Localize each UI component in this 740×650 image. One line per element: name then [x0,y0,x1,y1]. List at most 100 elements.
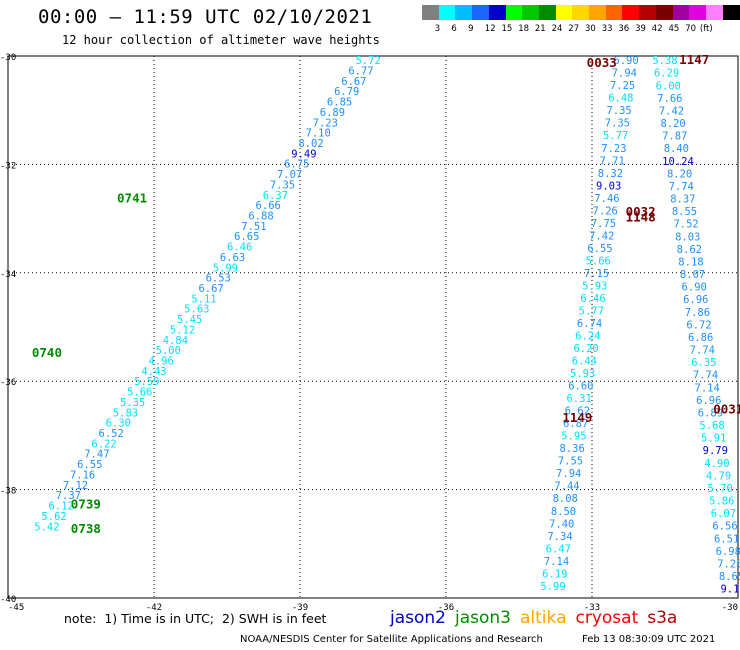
track-east-value: 8.65 [719,571,740,583]
y-tick-label: -40 [0,595,16,605]
track-mid-value: 7.23 [601,143,626,155]
color-scale-tick: 27 [568,24,580,34]
track-mid-value: 5.77 [579,305,604,317]
page-title: 00:00 – 11:59 UTC 02/10/2021 [38,6,373,28]
track-west-value: 7.12 [63,480,88,492]
x-tick-label: -42 [146,603,162,613]
color-swatch [605,5,623,20]
color-swatch [438,5,456,20]
pass-time-label: 0740 [32,345,62,360]
track-west-value: 6.67 [198,283,223,295]
satellite-legend: jason2 jason3 altika cryosat s3a [390,608,686,628]
track-west-value: 4.84 [163,335,188,347]
track-mid-value: 5.77 [603,130,628,142]
track-west-value: 6.89 [320,107,345,119]
track-west-value: 5.12 [170,324,195,336]
color-swatch [538,5,557,20]
x-tick-label: -30 [722,603,738,613]
satellite-label-s3a: s3a [647,608,678,628]
color-scale-tick: 3 [434,24,441,34]
y-tick-label: -36 [0,378,16,388]
color-swatch [705,5,724,20]
pass-time-label: 1149 [562,410,592,425]
credit-line: NOAA/NESDIS Center for Satellite Applica… [240,634,543,645]
color-scale-tick: 70 [685,24,697,34]
pass-time-label: 0032 [626,204,656,219]
track-mid-value: 5.95 [561,431,586,443]
x-tick-label: -33 [584,603,600,613]
x-tick-label: -45 [8,603,24,613]
track-west-value: 9.49 [291,148,316,160]
track-mid-value: 6.62 [565,406,590,418]
track-east-value: 6.96 [683,294,708,306]
track-east-value: 4.90 [704,458,729,470]
color-swatch [505,5,523,20]
track-mid-value: 6.74 [577,318,602,330]
track-east-value: 7.74 [669,181,694,193]
track-west-value: 7.16 [70,469,95,481]
track-east-value: 4.79 [706,470,731,482]
track-mid-value: 6.19 [542,568,567,580]
track-mid-value: 7.71 [600,155,625,167]
pass-time-label: 1147 [679,52,709,67]
track-mid-value: 8.36 [560,443,585,455]
track-west-value: 6.77 [348,65,373,77]
track-mid-value: 6.20 [573,343,598,355]
track-west-value: 6.52 [99,428,124,440]
pass-time-label: 0739 [71,497,101,512]
track-east-value: 5.68 [699,420,724,432]
track-mid-value: 7.35 [605,118,630,130]
color-scale-tick: 42 [651,24,663,34]
color-swatch [639,5,657,20]
color-scale-tick: 39 [635,24,646,34]
track-west-value: 5.63 [184,304,209,316]
track-mid-value: 8.32 [598,168,623,180]
y-tick-label: -30 [0,53,16,63]
color-scale-tick: 6 [451,24,457,34]
track-mid-value: 6.48 [608,93,633,105]
y-tick-label: -38 [0,487,16,497]
track-mid-value: 6.90 [613,55,638,67]
track-east-value: 7.66 [657,93,682,105]
y-tick-label: -34 [0,270,16,280]
track-east-value: 6.51 [714,533,739,545]
track-east-value: 9.79 [703,445,728,457]
track-east-value: 6.96 [696,395,721,407]
track-east-value: 7.52 [673,219,698,231]
color-swatch [488,5,506,20]
track-east-value: 10.24 [662,156,694,168]
track-mid-value: 7.15 [584,268,609,280]
satellite-label-altika: altika [520,608,567,628]
track-mid-value: 7.35 [606,105,631,117]
track-east-value: 8.55 [672,206,697,218]
track-east-value: 8.40 [664,143,689,155]
track-east-value: 9.12 [720,584,740,596]
track-west-value: 5.99 [213,262,238,274]
color-swatch [589,5,607,20]
pass-time-label: 0741 [117,190,147,205]
track-west-value: 5.35 [120,397,145,409]
track-west-value: 6.30 [106,418,131,430]
track-mid-value: 6.55 [587,243,612,255]
track-east-value: 6.86 [688,332,713,344]
track-west-value: 7.51 [241,221,266,233]
track-east-value: 7.87 [662,131,687,143]
track-east-value: 6.07 [711,508,736,520]
track-west-value: 5.11 [191,293,216,305]
track-east-value: 8.20 [667,168,692,180]
track-east-value: 8.20 [660,118,685,130]
color-scale-tick: 12 [484,24,496,34]
track-east-value: 5.91 [701,433,726,445]
track-mid-value: 8.08 [553,493,578,505]
track-mid-value: 7.14 [544,556,569,568]
color-scale-tick: 36 [618,24,630,34]
track-west-value: 7.10 [306,128,331,140]
y-tick-label: -32 [0,161,16,171]
color-swatch [655,5,673,20]
track-west-value: 8.02 [298,138,323,150]
x-tick-label: -39 [292,603,308,613]
color-swatch [622,5,640,20]
map-frame [7,55,739,599]
color-scale-tick: 33 [601,24,613,34]
track-east-value: 8.37 [670,194,695,206]
